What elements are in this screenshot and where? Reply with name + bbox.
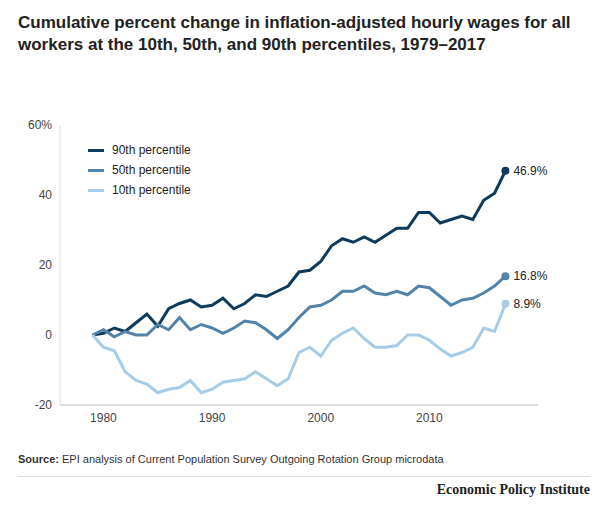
svg-text:60%: 60% (28, 118, 52, 132)
html-text:10th percentile: 10th percentile (112, 183, 191, 197)
svg-text:-20: -20 (35, 398, 53, 412)
svg-text:2010: 2010 (416, 411, 443, 425)
svg-text:16.8%: 16.8% (513, 269, 547, 283)
svg-text:1980: 1980 (90, 411, 117, 425)
svg-text:20: 20 (39, 258, 53, 272)
svg-text:40: 40 (39, 188, 53, 202)
svg-text:2000: 2000 (307, 411, 334, 425)
html-text:50th percentile: 50th percentile (112, 163, 191, 177)
html-text:Economic Policy Institute: Economic Policy Institute (436, 482, 590, 497)
html-text:90th percentile: 90th percentile (112, 143, 191, 157)
html-text:Source: EPI analysis of Curren: Source: EPI analysis of Current Populati… (18, 453, 444, 465)
svg-text:0: 0 (45, 328, 52, 342)
html-text:Cumulative percent change in i: Cumulative percent change in inflation-a… (18, 13, 571, 54)
svg-text:46.9%: 46.9% (513, 164, 547, 178)
svg-text:8.9%: 8.9% (513, 297, 541, 311)
svg-text:1990: 1990 (199, 411, 226, 425)
